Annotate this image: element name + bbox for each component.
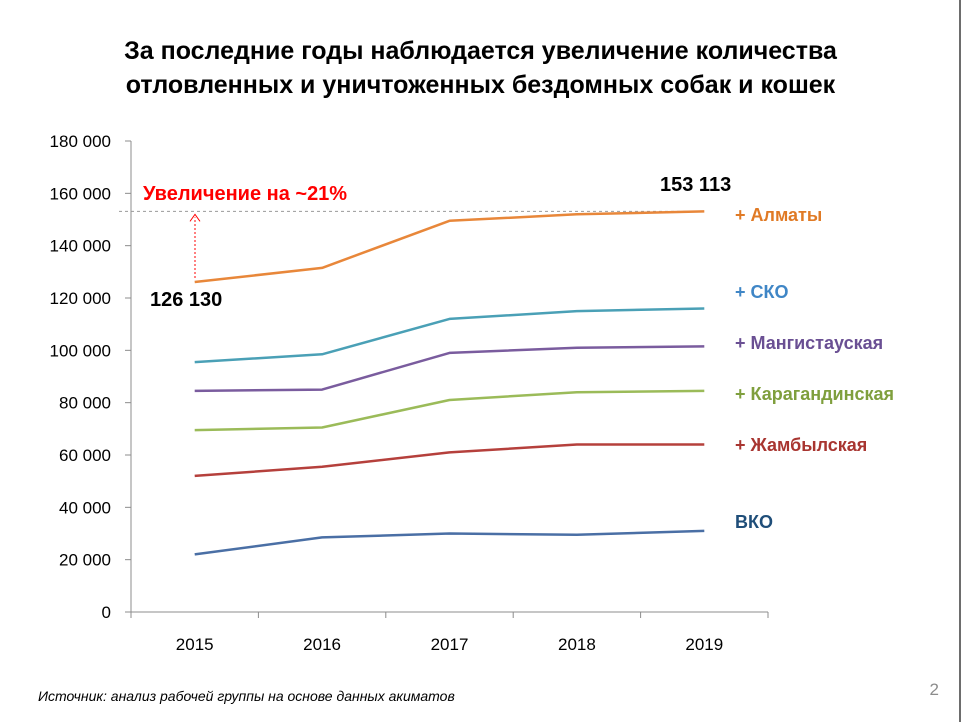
y-tick-label: 80 000 (59, 394, 111, 413)
slide-title: За последние годы наблюдается увеличение… (0, 34, 961, 102)
y-axis: 0 20 000 40 000 60 000 80 000 100 000 120 000 1… (50, 132, 132, 622)
series-line-6 (194, 529, 705, 556)
increase-label: Увеличение на ~21% (143, 183, 347, 205)
y-tick-label: 100 000 (50, 341, 111, 360)
y-tick-label: 40 000 (59, 498, 111, 517)
y-tick-label: 180 000 (50, 132, 111, 151)
slide-title-line-1: За последние годы наблюдается увеличение… (124, 37, 837, 65)
increase-arrow-head (189, 213, 201, 222)
y-tick-label: 60 000 (59, 446, 111, 465)
series-lines (194, 210, 705, 556)
x-tick-label: 2018 (558, 635, 596, 654)
y-tick-label: 0 (102, 603, 111, 622)
series-label-6: ВКО (735, 512, 773, 532)
y-tick-label: 20 000 (59, 551, 111, 570)
x-tick-label: 2017 (431, 635, 469, 654)
series-line-3 (194, 345, 705, 393)
start-value-label: 126 130 (150, 289, 222, 311)
y-tick-label: 120 000 (50, 289, 111, 308)
x-tick-label: 2016 (303, 635, 341, 654)
increase-annotation: Увеличение на ~21% 126 130 153 113 (119, 174, 731, 311)
end-value-label: 153 113 (660, 174, 731, 196)
x-tick-label: 2019 (685, 635, 723, 654)
series-label-5: + Жамбылская (735, 435, 867, 455)
page-number: 2 (929, 680, 939, 699)
y-tick-label: 160 000 (50, 184, 111, 203)
slide-border (959, 0, 961, 722)
source-note: Источник: анализ рабочей группы на основ… (38, 688, 455, 704)
series-label-1: + Алматы (735, 205, 822, 225)
series-line-5 (194, 443, 705, 478)
series-label-3: + Мангистауская (735, 333, 883, 353)
x-tick-label: 2015 (176, 635, 214, 654)
y-tick-label: 140 000 (50, 237, 111, 256)
x-axis: 2015 2016 2017 2018 2019 (130, 611, 769, 654)
series-label-2: + СКО (735, 282, 789, 302)
series-line-1 (194, 210, 705, 284)
series-line-2 (194, 307, 705, 364)
series-line-4 (194, 389, 705, 432)
slide-title-line-2: отловленных и уничтоженных бездомных соб… (125, 71, 836, 99)
series-labels: + Алматы + СКО + Мангистауская + Карагандин… (735, 205, 894, 532)
series-label-4: + Карагандинская (735, 384, 894, 404)
